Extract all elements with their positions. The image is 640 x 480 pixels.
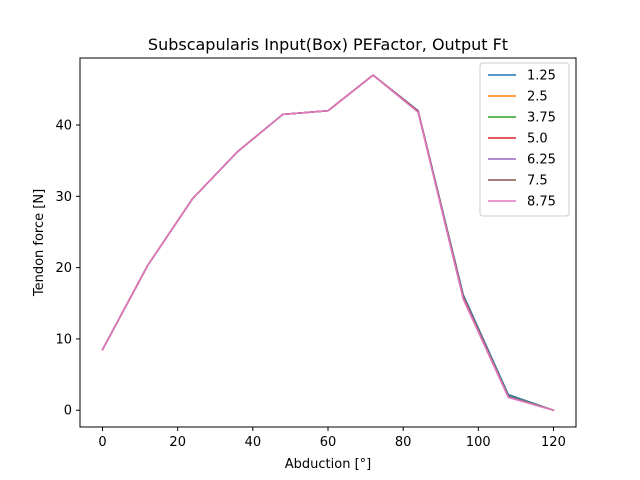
legend-label-1: 1.25 <box>527 69 556 84</box>
x-axis-label: Abduction [°] <box>285 457 371 472</box>
x-tick-label: 0 <box>98 435 106 450</box>
x-tick-label: 20 <box>169 435 186 450</box>
x-tick-label: 40 <box>245 435 262 450</box>
legend-label-3: 3.75 <box>527 111 556 126</box>
legend-label-2: 2.5 <box>527 90 548 105</box>
y-tick-label: 20 <box>55 261 72 276</box>
chart-title: Subscapularis Input(Box) PEFactor, Outpu… <box>148 35 508 54</box>
y-tick-label: 0 <box>64 404 72 419</box>
legend-label-6: 7.5 <box>527 174 548 189</box>
series-line-7 <box>101 74 555 412</box>
legend-box <box>479 62 570 217</box>
legend-label-5: 6.25 <box>527 153 556 168</box>
x-tick-label: 100 <box>466 435 491 450</box>
legend-label-7: 8.75 <box>527 195 556 210</box>
y-tick-label: 10 <box>55 332 72 347</box>
y-axis-label: Tendon force [N] <box>32 189 47 297</box>
x-tick-label: 60 <box>320 435 337 450</box>
y-axis: 0 10 20 30 40 <box>55 119 80 419</box>
x-tick-label: 120 <box>541 435 566 450</box>
y-tick-label: 30 <box>55 190 72 205</box>
legend: 1.25 2.5 3.75 5.0 6.25 7.5 8.75 <box>479 62 570 217</box>
plot-area <box>101 74 555 412</box>
legend-label-4: 5.0 <box>527 132 548 147</box>
x-tick-label: 80 <box>395 435 412 450</box>
x-axis: 0 20 40 60 80 100 120 <box>98 427 566 450</box>
y-tick-label: 40 <box>55 119 72 134</box>
